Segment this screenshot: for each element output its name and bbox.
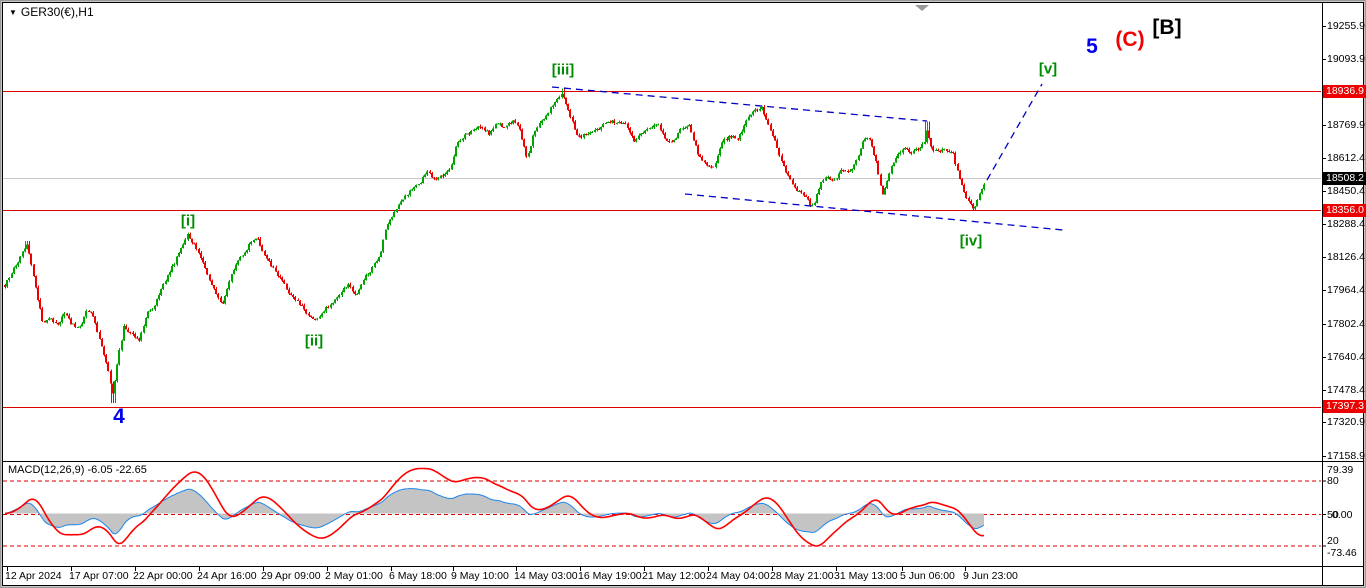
level-price-label: 18936.9	[1323, 84, 1366, 98]
time-tick-label: 9 Jun 23:00	[963, 570, 1018, 582]
wave-label-4[interactable]: 4	[113, 405, 125, 428]
time-tick-label: 31 May 13:00	[834, 570, 898, 582]
price-tick-label: 17320.9	[1327, 416, 1365, 429]
current-price-label: 18508.2	[1323, 172, 1366, 186]
macd-axis-label: 50	[1327, 509, 1339, 521]
wave-label-iii[interactable]: [iii]	[551, 61, 575, 79]
wave-label-C[interactable]: (C)	[1115, 28, 1145, 51]
price-tick-label: 18612.4	[1327, 151, 1365, 164]
time-tick-label: 12 Apr 2024	[5, 570, 62, 582]
wave-label-v[interactable]: [v]	[1038, 60, 1058, 78]
time-tick-label: 2 May 01:00	[325, 570, 383, 582]
time-tick-label: 9 May 10:00	[451, 570, 509, 582]
price-tick-label: 17640.4	[1327, 350, 1365, 363]
time-tick-label: 24 May 04:00	[706, 570, 770, 582]
macd-axis-label: 80	[1327, 475, 1339, 487]
price-tick-label: 19255.9	[1327, 19, 1365, 32]
time-tick-label: 5 Jun 06:00	[900, 570, 955, 582]
time-tick-label: 22 Apr 00:00	[133, 570, 193, 582]
time-tick-label: 21 May 12:00	[642, 570, 706, 582]
level-price-label: 18356.0	[1323, 203, 1366, 217]
macd-axis-label: 20	[1327, 535, 1339, 547]
wave-label-ii[interactable]: [ii]	[304, 332, 324, 350]
wave-label-i[interactable]: [i]	[180, 212, 196, 230]
time-tick-label: 17 Apr 07:00	[69, 570, 129, 582]
macd-axis-label: -73.46	[1327, 547, 1357, 559]
price-tick-label: 17158.9	[1327, 449, 1365, 462]
time-tick-label: 29 Apr 09:00	[261, 570, 321, 582]
symbol-timeframe-label: GER30(€),H1	[20, 5, 94, 19]
price-tick-label: 17478.4	[1327, 384, 1365, 397]
wave-label-5[interactable]: 5	[1086, 35, 1098, 58]
price-tick-label: 19093.9	[1327, 52, 1365, 65]
price-tick-label: 18769.9	[1327, 119, 1365, 132]
price-tick-label: 17802.4	[1327, 317, 1365, 330]
time-tick-label: 16 May 19:00	[578, 570, 642, 582]
level-price-label: 17397.3	[1323, 400, 1366, 414]
wave-label-B[interactable]: [B]	[1152, 16, 1182, 39]
macd-name: MACD(12,26,9)	[8, 464, 85, 476]
time-tick-label: 14 May 03:00	[514, 570, 578, 582]
symbol-timeframe-dropdown[interactable]: ▼ GER30(€),H1	[9, 5, 94, 19]
macd-signal-value: -22.65	[115, 464, 147, 476]
macd-axis-label: 79.39	[1327, 464, 1354, 476]
price-tick-label: 17964.4	[1327, 284, 1365, 297]
chart-shift-marker-icon[interactable]	[915, 5, 929, 11]
wave-label-iv[interactable]: [iv]	[959, 232, 983, 250]
time-tick-label: 6 May 18:00	[389, 570, 447, 582]
price-tick-label: 18288.4	[1327, 218, 1365, 230]
macd-axis-label: 0.00	[1332, 509, 1353, 521]
price-tick-label: 18126.4	[1327, 251, 1365, 264]
price-tick-label: 18450.4	[1327, 184, 1365, 197]
macd-indicator-label: MACD(12,26,9) -6.05 -22.65	[8, 464, 147, 476]
time-tick-label: 28 May 21:00	[770, 570, 834, 582]
time-tick-label: 24 Apr 16:00	[197, 570, 257, 582]
dropdown-arrow-icon: ▼	[9, 8, 17, 17]
macd-main-value: -6.05	[87, 464, 113, 476]
